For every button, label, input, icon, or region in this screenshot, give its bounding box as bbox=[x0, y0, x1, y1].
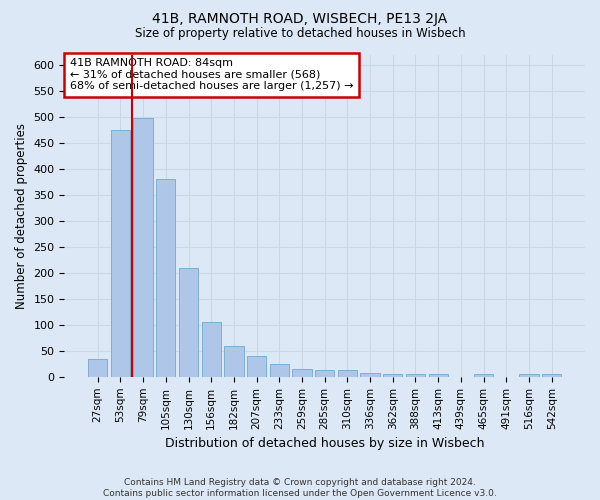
Text: Contains HM Land Registry data © Crown copyright and database right 2024.
Contai: Contains HM Land Registry data © Crown c… bbox=[103, 478, 497, 498]
Bar bbox=[474, 374, 493, 377]
Bar bbox=[542, 374, 562, 377]
Bar bbox=[156, 178, 175, 377]
Bar bbox=[179, 268, 198, 377]
Bar bbox=[133, 118, 153, 377]
Y-axis label: Number of detached properties: Number of detached properties bbox=[15, 123, 28, 309]
Bar bbox=[224, 346, 244, 377]
Bar bbox=[520, 374, 539, 377]
Bar bbox=[383, 374, 403, 377]
Bar bbox=[361, 372, 380, 377]
Bar bbox=[292, 369, 311, 377]
X-axis label: Distribution of detached houses by size in Wisbech: Distribution of detached houses by size … bbox=[165, 437, 484, 450]
Bar bbox=[406, 374, 425, 377]
Text: 41B, RAMNOTH ROAD, WISBECH, PE13 2JA: 41B, RAMNOTH ROAD, WISBECH, PE13 2JA bbox=[152, 12, 448, 26]
Bar bbox=[269, 364, 289, 377]
Text: Size of property relative to detached houses in Wisbech: Size of property relative to detached ho… bbox=[134, 28, 466, 40]
Bar bbox=[111, 130, 130, 377]
Bar bbox=[315, 370, 334, 377]
Bar bbox=[202, 322, 221, 377]
Bar bbox=[428, 374, 448, 377]
Bar bbox=[88, 358, 107, 377]
Bar bbox=[247, 356, 266, 377]
Text: 41B RAMNOTH ROAD: 84sqm
← 31% of detached houses are smaller (568)
68% of semi-d: 41B RAMNOTH ROAD: 84sqm ← 31% of detache… bbox=[70, 58, 353, 92]
Bar bbox=[338, 370, 357, 377]
